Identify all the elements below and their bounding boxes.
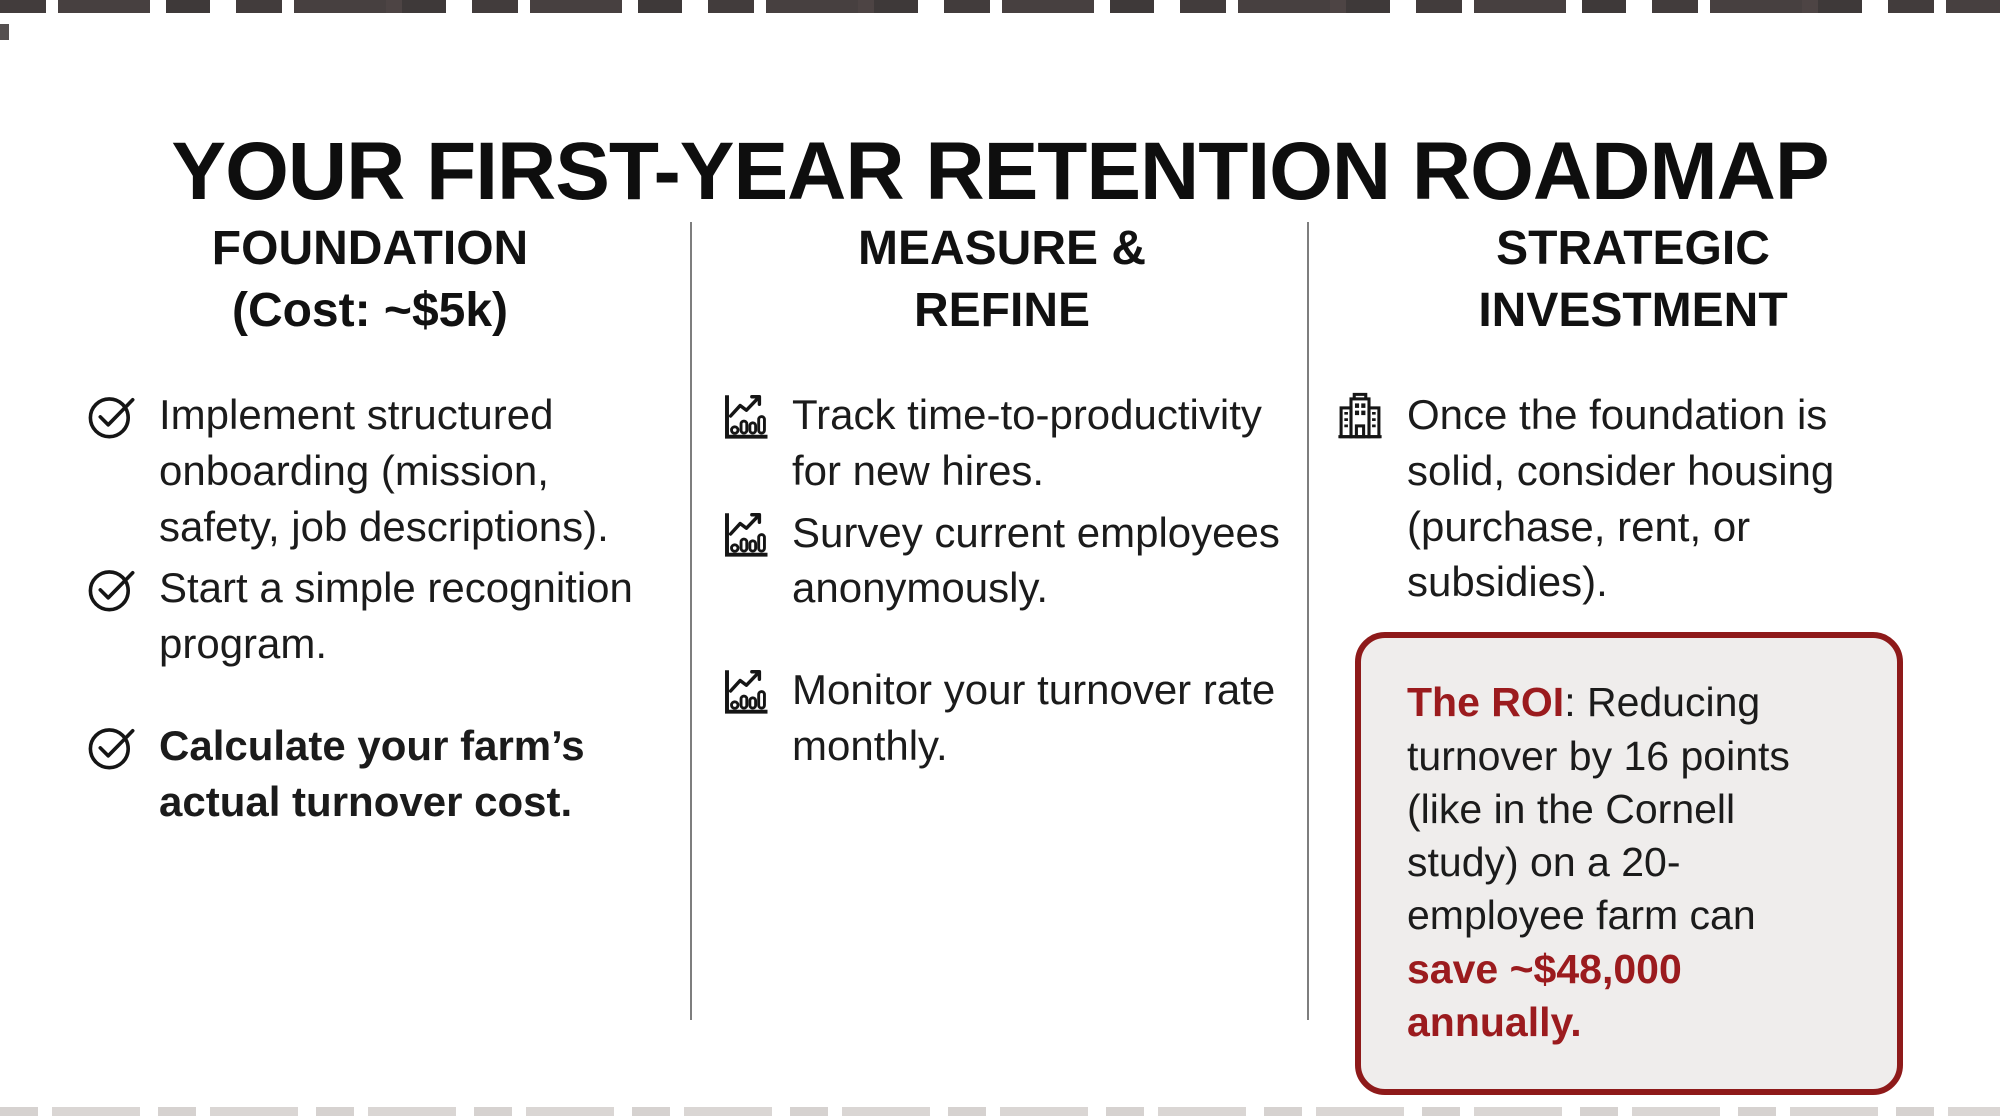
column-measure-refine: MEASURE & REFINE Track time-to-productiv…: [718, 218, 1286, 780]
list-item: Survey current employees anonymously.: [718, 505, 1286, 617]
list-item-text: Once the foundation is solid, consider h…: [1407, 390, 1835, 606]
column-foundation: FOUNDATION (Cost: ~$5k) Implement struct…: [85, 218, 655, 836]
check-circle-icon: [85, 389, 139, 443]
bar-chart-icon: [718, 664, 772, 718]
list-item: Once the foundation is solid, consider h…: [1333, 387, 1933, 610]
column-header-line: STRATEGIC: [1496, 222, 1770, 275]
column-header-line: FOUNDATION: [211, 222, 529, 275]
column-header: MEASURE & REFINE: [718, 218, 1286, 343]
column-divider-1: [690, 222, 692, 1020]
column-header-line: MEASURE &: [857, 222, 1147, 275]
list-item-text: Start a simple recognition program.: [159, 564, 633, 668]
bar-chart-icon: [718, 389, 772, 443]
list-item: Track time-to-productivity for new hires…: [718, 387, 1286, 499]
column-divider-2: [1307, 222, 1309, 1020]
list-item: Start a simple recognition program.: [85, 560, 655, 672]
column-header: FOUNDATION (Cost: ~$5k): [85, 218, 655, 343]
list-item: Implement structured onboarding (mission…: [85, 387, 655, 555]
check-circle-icon: [85, 562, 139, 616]
roi-callout-box: The ROI: Reducing turnover by 16 points …: [1355, 632, 1903, 1096]
list-item-text: Calculate your farm’s actual turnover co…: [159, 722, 585, 825]
list-item-text: Monitor your turnover rate monthly.: [792, 666, 1276, 770]
edge-artifact: [0, 24, 9, 40]
roi-lead-text: The ROI: [1407, 679, 1565, 726]
column-header-line: REFINE: [913, 284, 1090, 338]
column-header-line: INVESTMENT: [1478, 284, 1788, 338]
roi-highlight-text: save ~$48,000 annually.: [1407, 945, 1682, 1045]
check-circle-icon: [85, 720, 139, 774]
cropped-text-artifact-top: [0, 0, 2000, 13]
bar-chart-icon: [718, 507, 772, 561]
list-item: Calculate your farm’s actual turnover co…: [85, 718, 655, 830]
list-item-text: Track time-to-productivity for new hires…: [792, 390, 1262, 494]
column-header: STRATEGIC INVESTMENT: [1333, 218, 1933, 343]
cropped-text-artifact-bottom: [0, 1107, 2000, 1116]
roi-body-text: : Reducing turnover by 16 points (like i…: [1407, 679, 1790, 939]
office-building-icon: [1333, 389, 1387, 443]
page-title: YOUR FIRST-YEAR RETENTION ROADMAP: [171, 125, 1829, 217]
column-header-line: (Cost: ~$5k): [231, 284, 509, 338]
list-item-text: Survey current employees anonymously.: [792, 508, 1280, 612]
list-item: Monitor your turnover rate monthly.: [718, 662, 1286, 774]
column-strategic-investment: STRATEGIC INVESTMENT Onc: [1333, 218, 1933, 1096]
list-item-text: Implement structured onboarding (mission…: [159, 390, 609, 550]
